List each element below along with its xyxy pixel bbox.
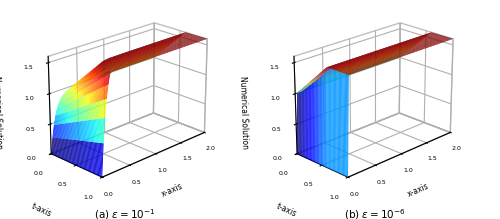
X-axis label: x-axis: x-axis [406, 181, 430, 199]
Text: (b) $\varepsilon = 10^{-6}$: (b) $\varepsilon = 10^{-6}$ [344, 208, 406, 219]
X-axis label: x-axis: x-axis [160, 181, 184, 199]
Y-axis label: t-axis: t-axis [276, 202, 298, 219]
Text: (a) $\varepsilon = 10^{-1}$: (a) $\varepsilon = 10^{-1}$ [94, 208, 156, 219]
Y-axis label: t-axis: t-axis [30, 202, 52, 219]
